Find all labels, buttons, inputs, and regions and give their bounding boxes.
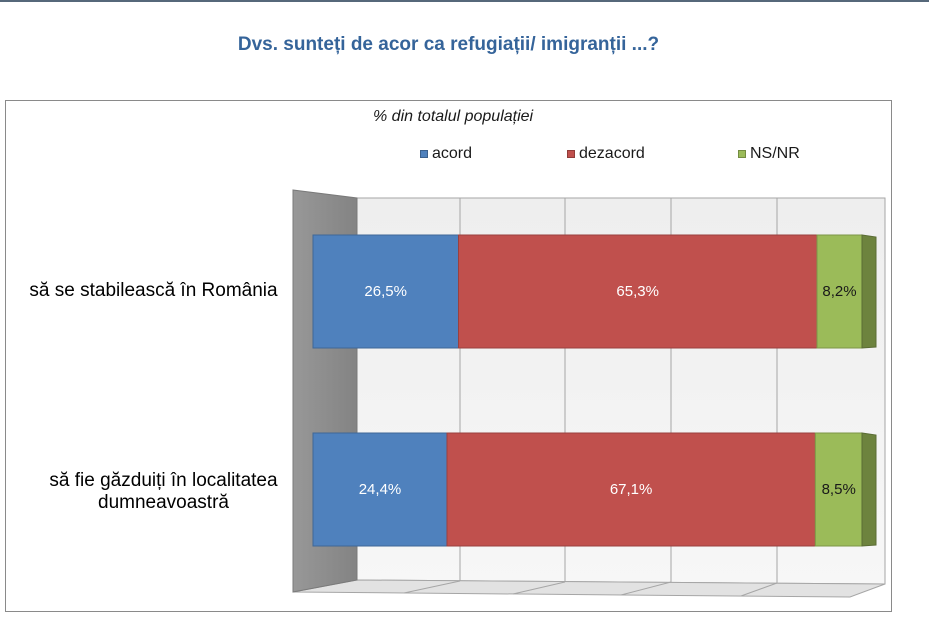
legend-item-ns-nr: NS/NR (738, 144, 800, 164)
bar-dezacord-2 (446, 432, 816, 547)
bar-ns-nr-2 (814, 432, 863, 547)
floor-gridline-60 (620, 581, 672, 596)
bar-end-side-2 (861, 432, 877, 547)
floor-gridline-80 (740, 582, 778, 597)
data-label-dezacord-1: 65,3% (616, 283, 659, 300)
data-label-acord-1: 26,5% (364, 283, 407, 300)
data-label-dezacord-2: 67,1% (610, 481, 653, 498)
legend-swatch-dezacord (567, 150, 575, 158)
chart-title: Dvs. sunteți de acor ca refugiații/ imig… (237, 34, 660, 55)
chart-subtitle: % din totalul populației (373, 108, 534, 125)
bars (312, 234, 877, 547)
floor-gridline-20 (403, 580, 461, 594)
legend-item-acord: acord (420, 144, 472, 164)
chart-frame (5, 100, 892, 612)
data-label-ns-nr-2: 8,5% (822, 481, 856, 498)
category-label-2: să fie găzduiți în localitatea dumneavoa… (49, 470, 278, 513)
legend-label-ns-nr: NS/NR (750, 145, 800, 162)
bar-end-side-1 (861, 234, 877, 349)
bar-acord-2 (312, 432, 448, 547)
legend-swatch-acord (420, 150, 428, 158)
data-label-ns-nr-1: 8,2% (822, 283, 856, 300)
legend-label-dezacord: dezacord (579, 145, 645, 162)
data-label-acord-2: 24,4% (359, 481, 402, 498)
legend-item-dezacord: dezacord (567, 144, 645, 164)
category-label-1: să se stabilească în România (29, 280, 278, 301)
legend-swatch-ns-nr (738, 150, 746, 158)
floor-gridline-40 (512, 581, 566, 595)
legend-label-acord: acord (432, 145, 473, 162)
bar-dezacord-1 (458, 234, 818, 349)
bar-ns-nr-1 (816, 234, 863, 349)
top-rule (0, 0, 929, 2)
data-labels: 26,5% 65,3% 8,2% 24,4% 67,1% 8,5% (359, 283, 857, 498)
